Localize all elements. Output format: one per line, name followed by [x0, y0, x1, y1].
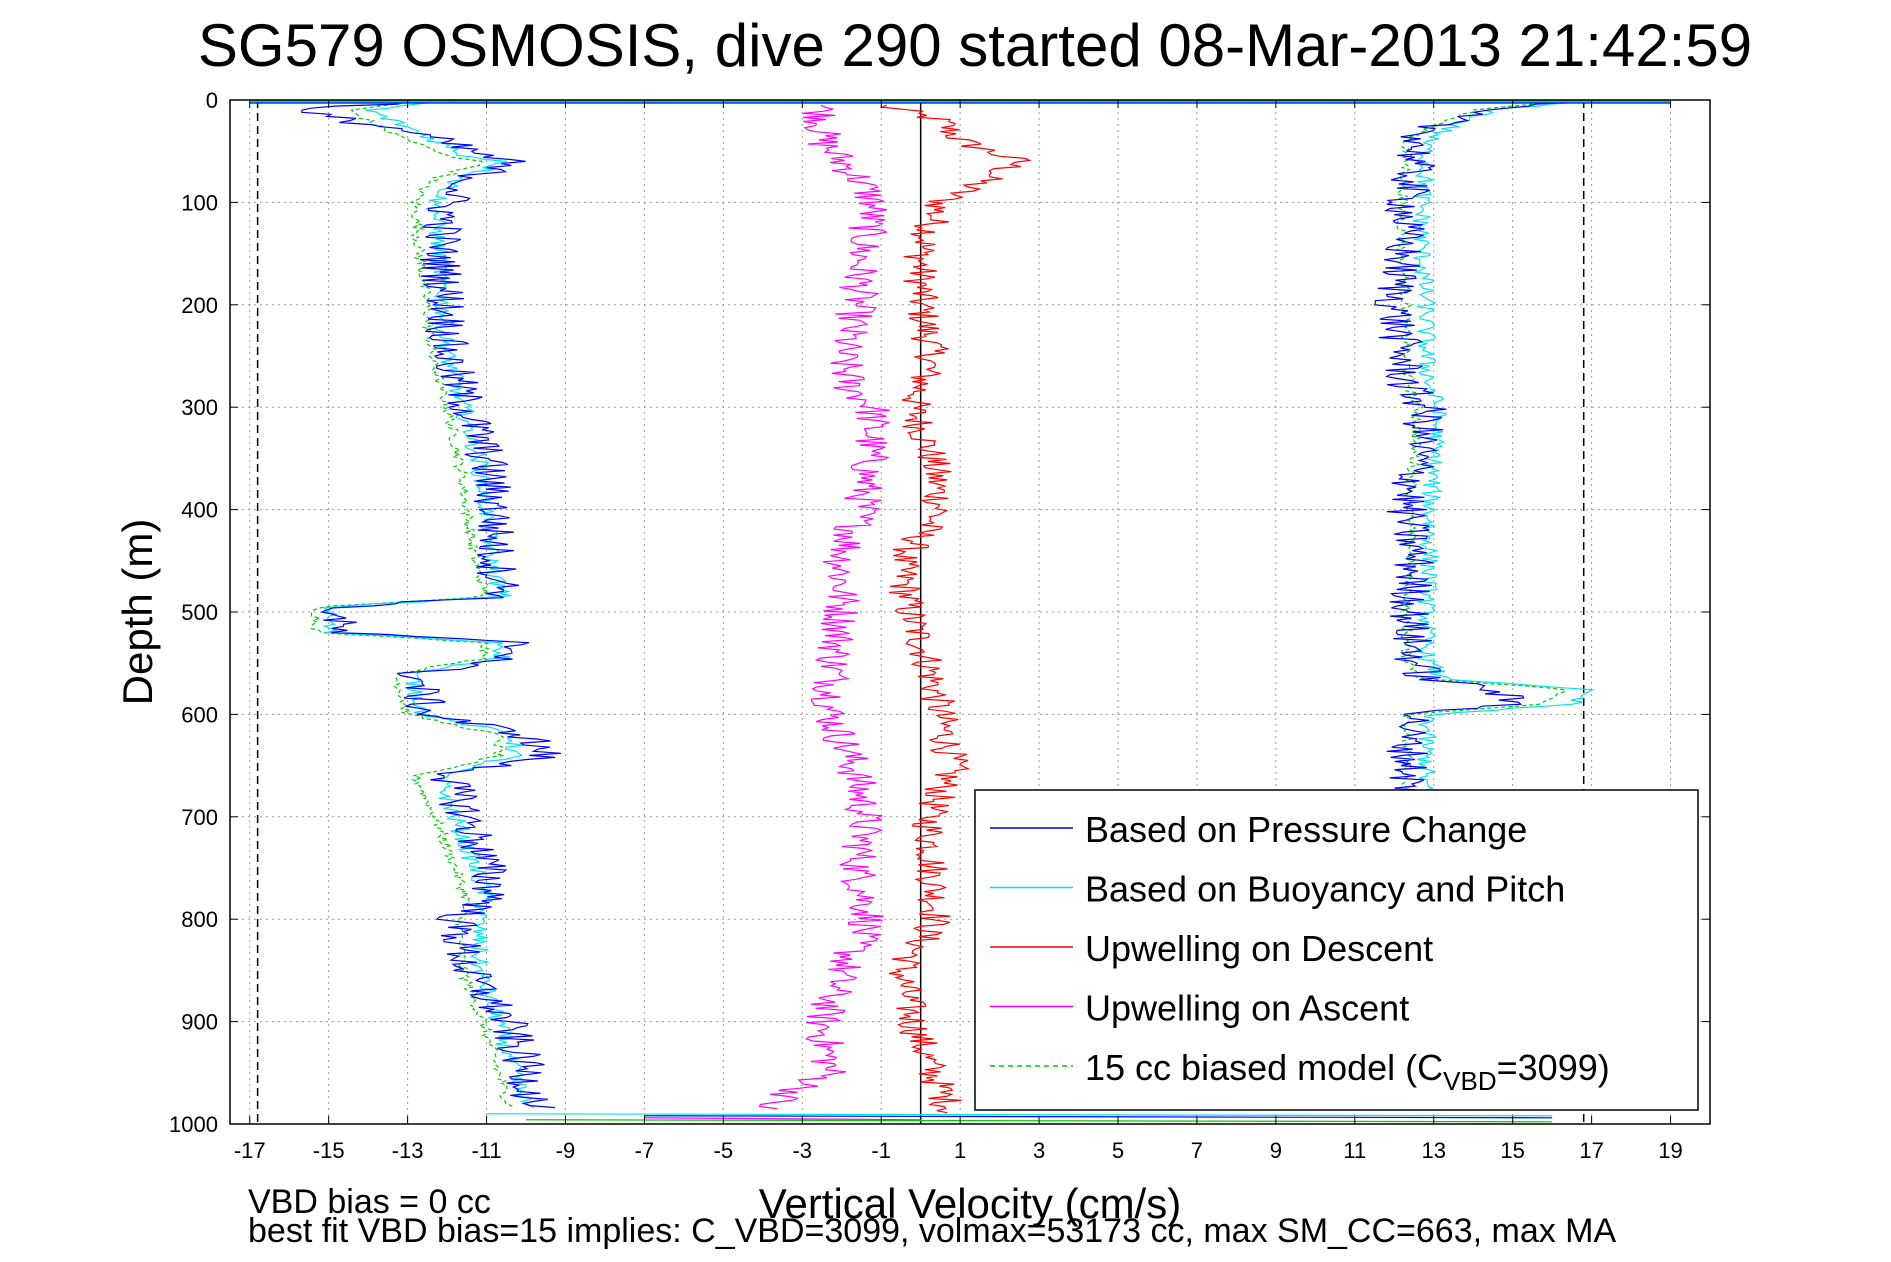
y-tick-label: 800: [181, 907, 218, 932]
legend-label: Based on Pressure Change: [1085, 809, 1527, 850]
y-tick-label: 600: [181, 702, 218, 727]
x-axis-ticks: -17 -15 -13 -11 -9 -7 -5 -3 -1 1 3 5 7 9 11 13 15 17 19: [234, 100, 1683, 1163]
x-tick-label: 9: [1270, 1138, 1282, 1163]
series-line: [879, 104, 1032, 1114]
y-tick-label: 900: [181, 1010, 218, 1035]
x-tick-label: 5: [1112, 1138, 1124, 1163]
series-upwelling-on-ascent: [758, 104, 890, 1110]
y-tick-label: 400: [181, 498, 218, 523]
x-tick-label: -9: [556, 1138, 576, 1163]
series-upwelling-on-descent: [879, 104, 1032, 1114]
bottom-trace: [644, 1115, 1553, 1119]
legend-box: [974, 789, 1699, 1111]
x-tick-label: -15: [313, 1138, 345, 1163]
x-tick-label: 11: [1343, 1138, 1366, 1163]
series-line: [758, 104, 890, 1110]
bottom-trace: [486, 1113, 1553, 1117]
footer-vbd-bias: VBD bias = 0 cc: [248, 1183, 491, 1221]
y-tick-label: 0: [206, 88, 218, 113]
y-tick-label: 100: [181, 190, 218, 215]
y-tick-label: 1000: [169, 1112, 218, 1137]
x-tick-label: 13: [1421, 1138, 1445, 1163]
reference-lines: [256, 100, 1585, 1124]
x-tick-label: 17: [1579, 1138, 1603, 1163]
x-tick-label: -5: [714, 1138, 734, 1163]
y-axis-ticks: 0 100 200 300 400 500 600 700 800 900 1000: [169, 88, 1710, 1137]
y-tick-label: 500: [181, 600, 218, 625]
y-axis-label: Depth (m): [114, 519, 161, 706]
x-tick-label: 15: [1500, 1138, 1524, 1163]
series-line: [310, 99, 513, 1109]
bottom-trace: [644, 1117, 921, 1121]
legend-label: Upwelling on Ascent: [1085, 988, 1409, 1029]
x-tick-label: 7: [1191, 1138, 1203, 1163]
y-tick-label: 200: [181, 293, 218, 318]
x-tick-label: -3: [792, 1138, 812, 1163]
y-tick-label: 700: [181, 805, 218, 830]
x-tick-label: 1: [954, 1138, 966, 1163]
legend-label: Upwelling on Descent: [1085, 928, 1433, 969]
legend-label: 15 cc biased model (CVBD=3099): [1085, 1047, 1610, 1096]
x-tick-label: -11: [471, 1138, 501, 1163]
legend-label: Based on Buoyancy and Pitch: [1085, 869, 1565, 910]
x-tick-label: -17: [234, 1138, 266, 1163]
chart-title: SG579 OSMOSIS, dive 290 started 08-Mar-2…: [198, 12, 1752, 79]
series-line: [322, 99, 535, 1109]
footer-best-fit: best fit VBD bias=15 implies: C_VBD=3099…: [248, 1212, 1617, 1250]
series-line: [301, 99, 562, 1109]
x-tick-label: -7: [635, 1138, 655, 1163]
x-tick-label: -1: [871, 1138, 891, 1163]
x-axis-label: Vertical Velocity (cm/s): [759, 1180, 1181, 1227]
legend-entries: Based on Pressure Change Based on Buoyanc…: [990, 809, 1610, 1096]
x-tick-label: 19: [1658, 1138, 1682, 1163]
legend: Based on Pressure Change Based on Buoyanc…: [974, 789, 1699, 1111]
y-tick-label: 300: [181, 395, 218, 420]
x-tick-label: -13: [392, 1138, 424, 1163]
x-tick-label: 3: [1033, 1138, 1045, 1163]
